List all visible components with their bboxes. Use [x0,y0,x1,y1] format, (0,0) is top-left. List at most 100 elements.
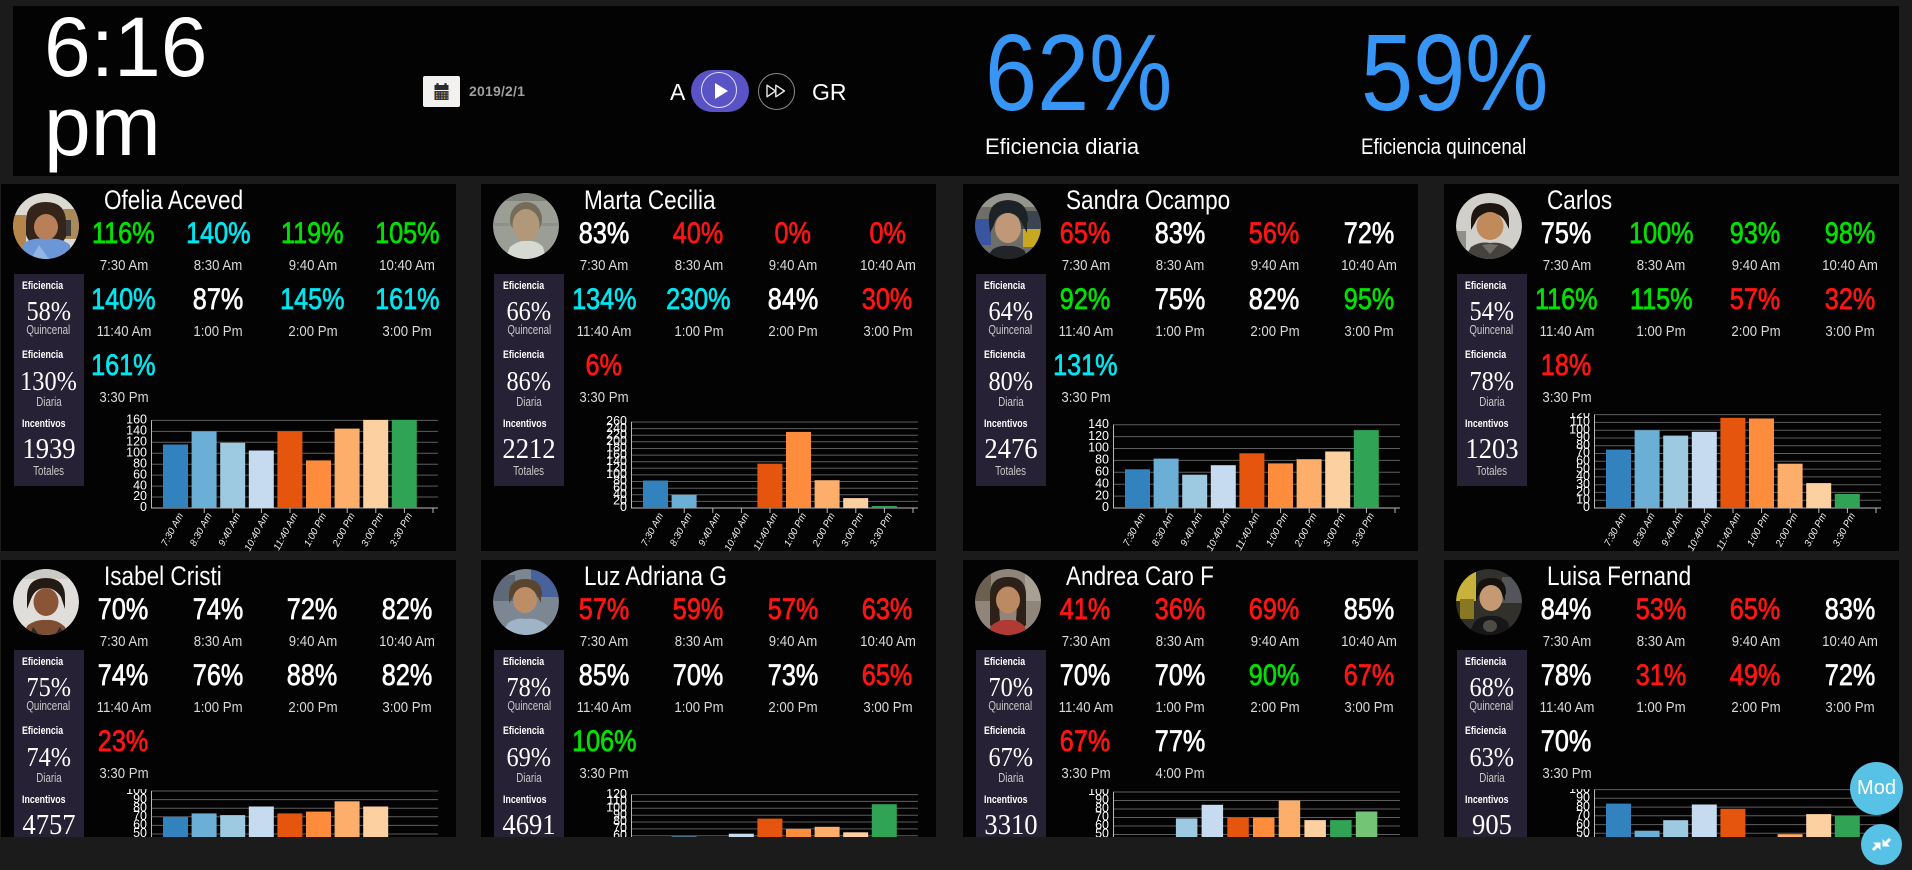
svg-text:180: 180 [606,441,627,455]
svg-text:10: 10 [1576,492,1590,506]
svg-text:50: 50 [1576,461,1590,475]
svg-text:2:00 Pm: 2:00 Pm [330,511,357,549]
svg-text:90: 90 [1095,793,1109,807]
svg-text:80: 80 [1095,453,1109,467]
svg-text:60: 60 [1095,465,1109,479]
svg-text:160: 160 [606,447,627,461]
svg-text:90: 90 [133,792,147,806]
svg-text:9:40 Am: 9:40 Am [1178,511,1205,548]
svg-text:40: 40 [1576,834,1590,837]
svg-text:0: 0 [1583,500,1590,514]
svg-text:260: 260 [606,414,627,428]
svg-text:0: 0 [1102,500,1109,514]
svg-text:9:40 Am: 9:40 Am [1659,511,1686,548]
svg-text:3:30 Pm: 3:30 Pm [388,511,415,548]
svg-text:2:00 Pm: 2:00 Pm [1773,511,1800,549]
svg-text:90: 90 [1576,791,1590,805]
svg-text:30: 30 [1576,477,1590,491]
svg-text:10:40 Am: 10:40 Am [242,511,271,553]
svg-text:9:40 Am: 9:40 Am [216,511,243,548]
svg-text:80: 80 [1576,438,1590,452]
svg-text:120: 120 [1088,429,1109,443]
svg-text:20: 20 [133,489,147,503]
svg-text:3:00 Pm: 3:00 Pm [840,511,867,548]
svg-text:11:40 Am: 11:40 Am [1233,511,1262,552]
svg-text:0: 0 [140,500,147,514]
svg-text:100: 100 [126,789,147,797]
svg-text:3:00 Pm: 3:00 Pm [1802,511,1829,548]
svg-text:8:30 Am: 8:30 Am [1150,511,1177,548]
svg-text:60: 60 [1576,817,1590,831]
svg-text:7:30 Am: 7:30 Am [1121,511,1148,548]
svg-text:8:30 Am: 8:30 Am [668,511,695,548]
svg-text:220: 220 [606,427,627,441]
svg-text:40: 40 [613,487,627,501]
svg-text:60: 60 [613,828,627,837]
svg-text:9:40 Am: 9:40 Am [697,511,724,548]
svg-text:3:30 Pm: 3:30 Pm [1350,511,1377,548]
svg-text:70: 70 [1576,446,1590,460]
svg-text:110: 110 [1570,415,1590,429]
svg-text:110: 110 [607,794,627,808]
svg-text:140: 140 [606,454,627,468]
svg-text:40: 40 [133,478,147,492]
svg-text:40: 40 [1095,476,1109,490]
svg-text:70: 70 [133,809,147,823]
svg-text:50: 50 [1576,826,1590,838]
svg-text:7:30 Am: 7:30 Am [1602,511,1629,548]
svg-text:0: 0 [620,500,627,514]
svg-text:160: 160 [126,413,147,427]
svg-text:120: 120 [606,461,627,475]
svg-text:3:00 Pm: 3:00 Pm [359,511,386,548]
svg-text:100: 100 [606,801,627,815]
svg-text:80: 80 [613,814,627,828]
svg-text:1:00 Pm: 1:00 Pm [1264,511,1291,548]
svg-text:1:00 Pm: 1:00 Pm [302,511,329,548]
svg-text:80: 80 [133,800,147,814]
svg-text:140: 140 [126,424,147,438]
svg-text:100: 100 [606,467,627,481]
svg-text:8:30 Am: 8:30 Am [1631,511,1658,548]
svg-text:7:30 Am: 7:30 Am [159,511,186,548]
svg-text:7:30 Am: 7:30 Am [639,511,666,548]
svg-text:120: 120 [1569,413,1590,421]
svg-text:50: 50 [1095,827,1109,837]
svg-text:20: 20 [613,494,627,508]
svg-text:3:00 Pm: 3:00 Pm [1321,511,1348,548]
svg-text:10:40 Am: 10:40 Am [723,511,752,553]
svg-text:70: 70 [613,821,627,835]
svg-text:90: 90 [613,807,627,821]
svg-text:100: 100 [1088,789,1109,798]
svg-text:1:00 Pm: 1:00 Pm [782,511,809,548]
svg-text:40: 40 [1576,469,1590,483]
svg-text:50: 50 [613,835,627,837]
svg-text:2:00 Pm: 2:00 Pm [1292,511,1319,549]
svg-text:8:30 Am: 8:30 Am [188,511,215,548]
svg-text:1:00 Pm: 1:00 Pm [1745,511,1772,548]
svg-text:70: 70 [1095,810,1109,824]
svg-text:200: 200 [606,434,627,448]
svg-text:2:00 Pm: 2:00 Pm [810,511,837,549]
svg-text:60: 60 [1576,454,1590,468]
svg-text:11:40 Am: 11:40 Am [752,511,781,552]
svg-text:60: 60 [613,480,627,494]
svg-text:90: 90 [1576,430,1590,444]
svg-text:80: 80 [613,474,627,488]
svg-text:100: 100 [126,446,147,460]
svg-text:40: 40 [133,835,147,837]
svg-text:100: 100 [1088,441,1109,455]
svg-text:70: 70 [1576,808,1590,822]
svg-text:240: 240 [606,421,627,435]
svg-text:60: 60 [1095,818,1109,832]
svg-text:120: 120 [606,789,627,801]
svg-text:3:30 Pm: 3:30 Pm [868,511,895,548]
svg-text:80: 80 [1576,799,1590,813]
svg-text:11:40 Am: 11:40 Am [271,511,300,552]
svg-text:50: 50 [133,826,147,837]
svg-text:140: 140 [1088,417,1109,431]
svg-text:40: 40 [1095,835,1109,837]
svg-text:10:40 Am: 10:40 Am [1685,511,1714,553]
svg-text:20: 20 [1095,488,1109,502]
svg-text:120: 120 [126,435,147,449]
svg-text:20: 20 [1576,485,1590,499]
